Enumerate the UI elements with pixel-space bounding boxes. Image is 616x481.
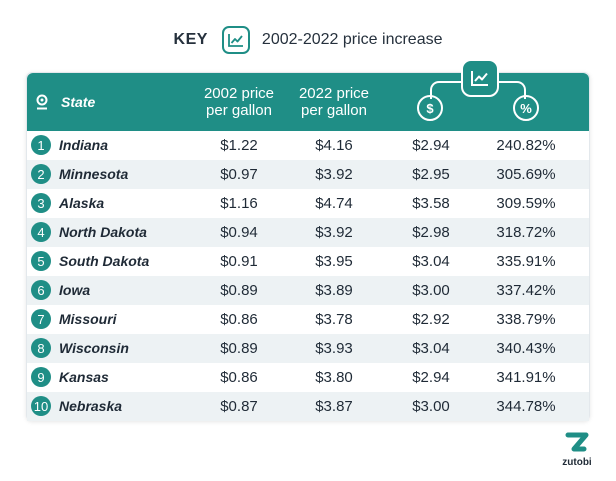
percent-icon: %	[513, 95, 539, 121]
cell-dollar-increase: $3.04	[412, 253, 450, 270]
cell-2002-price: $0.89	[220, 340, 258, 357]
price-table: State 2002 price per gallon 2022 price p…	[26, 59, 590, 421]
cell-2022-price: $4.74	[315, 195, 353, 212]
cell-dollar-increase: $3.58	[412, 195, 450, 212]
cell-state: Iowa	[59, 282, 91, 298]
cell-2002-price: $0.94	[220, 224, 258, 241]
header-2022-line2: per gallon	[301, 102, 367, 119]
header-2022-price: 2022 price per gallon	[289, 73, 379, 131]
cell-2022-price: $3.78	[315, 311, 353, 328]
table-row: 7 Missouri $0.86 $3.78 $2.92 338.79%	[27, 305, 589, 334]
cell-state: Minnesota	[59, 166, 129, 182]
table-row: 6 Iowa $0.89 $3.89 $3.00 337.42%	[27, 276, 589, 305]
cell-state: Missouri	[59, 311, 117, 327]
table-row: 5 South Dakota $0.91 $3.95 $3.04 335.91%	[27, 247, 589, 276]
cell-2022-price: $3.80	[315, 369, 353, 386]
cell-state: Wisconsin	[59, 340, 129, 356]
cell-2002-price: $1.22	[220, 137, 258, 154]
table-row: 10 Nebraska $0.87 $3.87 $3.00 344.78%	[27, 392, 589, 421]
cell-dollar-increase: $2.92	[412, 311, 450, 328]
cell-2002-price: $0.86	[220, 369, 258, 386]
cell-dollar-increase: $2.94	[412, 137, 450, 154]
rank-badge: 10	[31, 396, 51, 416]
zutobi-logo-icon	[565, 432, 589, 452]
cell-state: Nebraska	[59, 398, 123, 414]
cell-2002-price: $0.87	[220, 398, 258, 415]
rank-badge: 3	[31, 193, 51, 213]
rank-badge: 1	[31, 135, 51, 155]
header-2002-line2: per gallon	[206, 102, 272, 119]
cell-percent-increase: 335.91%	[496, 253, 556, 270]
cell-2022-price: $3.92	[315, 224, 353, 241]
cell-2002-price: $1.16	[220, 195, 258, 212]
cell-2002-price: $0.89	[220, 282, 258, 299]
key-label: KEY	[173, 31, 208, 48]
cell-percent-increase: 318.72%	[496, 224, 556, 241]
logo-brand: zutobi	[562, 457, 592, 468]
chart-line-icon	[461, 59, 499, 97]
key-description: 2002-2022 price increase	[261, 31, 443, 48]
table-row: 3 Alaska $1.16 $4.74 $3.58 309.59%	[27, 189, 589, 218]
cell-state: Kansas	[59, 369, 109, 385]
rank-badge: 8	[31, 338, 51, 358]
chart-line-icon	[221, 26, 250, 54]
table-row: 2 Minnesota $0.97 $3.92 $2.95 305.69%	[27, 160, 589, 189]
table-header: State 2002 price per gallon 2022 price p…	[27, 73, 589, 131]
rank-badge: 6	[31, 280, 51, 300]
cell-percent-increase: 240.82%	[496, 137, 556, 154]
cell-2022-price: $3.89	[315, 282, 353, 299]
cell-percent-increase: 337.42%	[496, 282, 556, 299]
header-2002-line1: 2002 price	[203, 85, 275, 102]
rank-badge: 5	[31, 251, 51, 271]
table-row: 8 Wisconsin $0.89 $3.93 $3.04 340.43%	[27, 334, 589, 363]
cell-dollar-increase: $2.95	[412, 166, 450, 183]
cell-2022-price: $3.93	[315, 340, 353, 357]
cell-2022-price: $3.92	[315, 166, 353, 183]
cell-state: North Dakota	[59, 224, 147, 240]
cell-2022-price: $3.95	[315, 253, 353, 270]
cell-percent-increase: 340.43%	[496, 340, 556, 357]
chart-key: KEY 2002-2022 price increase	[0, 24, 616, 56]
cell-2002-price: $0.86	[220, 311, 258, 328]
header-2002-price: 2002 price per gallon	[194, 73, 284, 131]
cell-2022-price: $4.16	[315, 137, 353, 154]
cell-2002-price: $0.91	[220, 253, 258, 270]
cell-state: Indiana	[59, 137, 109, 153]
cell-dollar-increase: $3.04	[412, 340, 450, 357]
cell-percent-increase: 344.78%	[496, 398, 556, 415]
header-state: State	[35, 73, 95, 131]
table-row: 9 Kansas $0.86 $3.80 $2.94 341.91%	[27, 363, 589, 392]
cell-dollar-increase: $3.00	[412, 398, 450, 415]
header-2022-line1: 2022 price	[298, 85, 370, 102]
table-row: 1 Indiana $1.22 $4.16 $2.94 240.82%	[27, 131, 589, 160]
rank-badge: 4	[31, 222, 51, 242]
zutobi-logo: zutobi	[557, 432, 597, 472]
dollar-icon: $	[417, 95, 443, 121]
cell-dollar-increase: $3.00	[412, 282, 450, 299]
cell-2002-price: $0.97	[220, 166, 258, 183]
cell-percent-increase: 309.59%	[496, 195, 556, 212]
rank-badge: 7	[31, 309, 51, 329]
cell-percent-increase: 338.79%	[496, 311, 556, 328]
cell-state: Alaska	[59, 195, 105, 211]
header-state-label: State	[61, 94, 96, 110]
cell-percent-increase: 341.91%	[496, 369, 556, 386]
cell-state: South Dakota	[59, 253, 150, 269]
cell-2022-price: $3.87	[315, 398, 353, 415]
rank-badge: 9	[31, 367, 51, 387]
rank-badge: 2	[31, 164, 51, 184]
cell-percent-increase: 305.69%	[496, 166, 556, 183]
table-row: 4 North Dakota $0.94 $3.92 $2.98 318.72%	[27, 218, 589, 247]
cell-dollar-increase: $2.98	[412, 224, 450, 241]
location-pin-icon	[35, 94, 49, 110]
cell-dollar-increase: $2.94	[412, 369, 450, 386]
